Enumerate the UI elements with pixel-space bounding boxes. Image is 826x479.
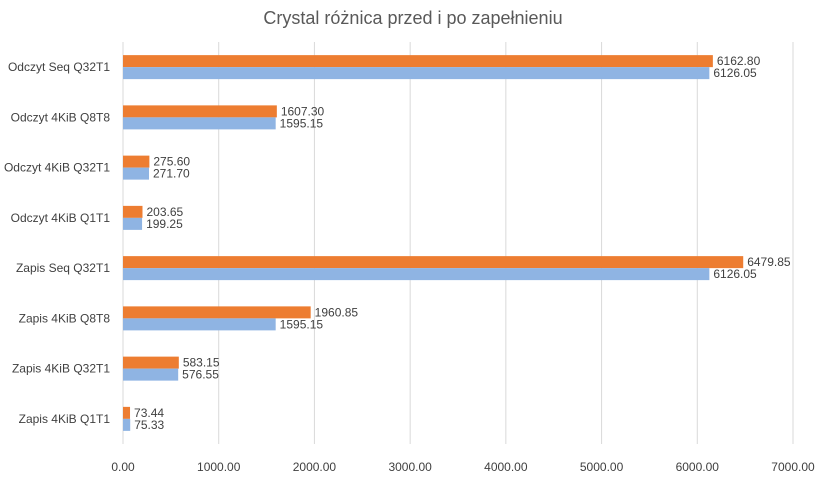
- bar: [123, 217, 143, 230]
- data-label: 583.15: [183, 356, 220, 370]
- bar: [123, 67, 710, 80]
- bar: [123, 306, 311, 319]
- bar: [123, 155, 150, 168]
- bar: [123, 406, 131, 419]
- data-label: 271.70: [153, 167, 190, 181]
- bar: [123, 418, 131, 431]
- bar: [123, 167, 150, 180]
- category-label: Odczyt 4KiB Q8T8: [11, 110, 111, 124]
- data-label: 203.65: [146, 205, 183, 219]
- x-tick-label: 2000.00: [293, 460, 337, 474]
- data-label: 1595.15: [280, 317, 324, 331]
- data-label: 6162.80: [717, 54, 761, 68]
- x-tick-label: 6000.00: [676, 460, 720, 474]
- data-label: 1595.15: [280, 116, 324, 130]
- bar: [123, 318, 276, 331]
- bar: [123, 356, 179, 369]
- x-tick-label: 5000.00: [580, 460, 624, 474]
- data-label: 73.44: [134, 406, 164, 420]
- x-tick-label: 1000.00: [197, 460, 241, 474]
- category-label: Odczyt 4KiB Q32T1: [4, 161, 110, 175]
- category-label: Zapis Seq Q32T1: [16, 261, 110, 275]
- bar: [123, 268, 710, 281]
- x-tick-label: 7000.00: [771, 460, 815, 474]
- category-label: Zapis 4KiB Q1T1: [19, 412, 111, 426]
- x-tick-label: 3000.00: [388, 460, 432, 474]
- bar: [123, 117, 276, 130]
- data-label: 6479.85: [747, 255, 791, 269]
- data-label: 6126.05: [713, 267, 757, 281]
- data-label: 1607.30: [281, 104, 325, 118]
- bar: [123, 368, 179, 381]
- x-tick-label: 4000.00: [484, 460, 528, 474]
- x-tick-label: 0.00: [111, 460, 135, 474]
- chart-title: Crystal różnica przed i po zapełnieniu: [263, 8, 563, 28]
- data-label: 576.55: [182, 368, 219, 382]
- data-label: 75.33: [134, 418, 164, 432]
- bar: [123, 55, 713, 68]
- bar: [123, 105, 277, 118]
- category-label: Odczyt Seq Q32T1: [8, 60, 110, 74]
- data-label: 199.25: [146, 217, 183, 231]
- category-label: Zapis 4KiB Q32T1: [12, 362, 110, 376]
- bar: [123, 205, 143, 218]
- bar: [123, 256, 744, 269]
- data-label: 6126.05: [713, 66, 757, 80]
- category-label: Odczyt 4KiB Q1T1: [11, 211, 111, 225]
- data-label: 275.60: [153, 155, 190, 169]
- category-label: Zapis 4KiB Q8T8: [19, 311, 111, 325]
- data-label: 1960.85: [315, 305, 359, 319]
